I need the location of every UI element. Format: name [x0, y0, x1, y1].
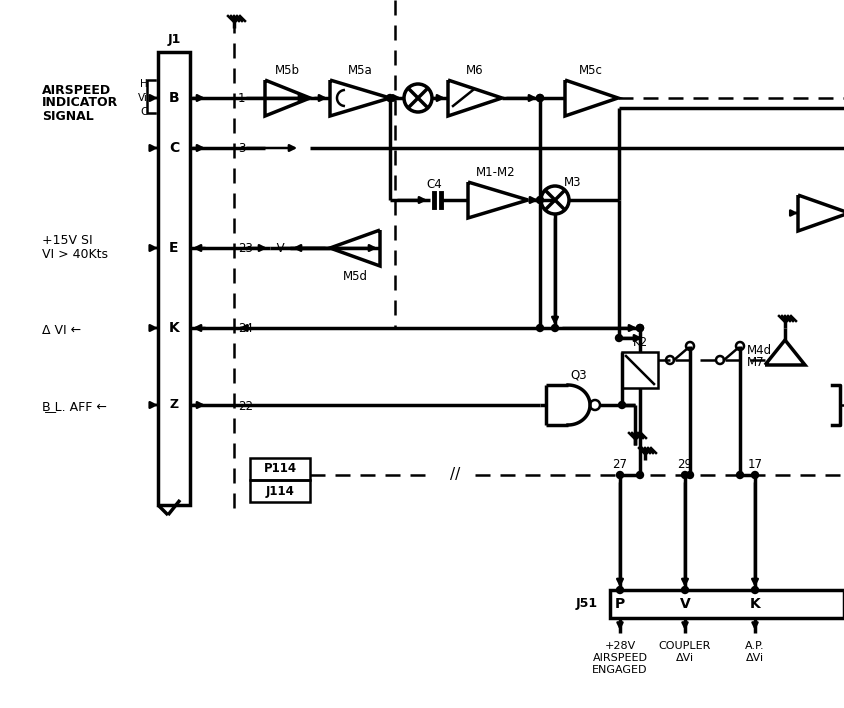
Circle shape: [537, 324, 544, 331]
Text: VI > 40Kts: VI > 40Kts: [42, 249, 108, 261]
Text: J1: J1: [167, 33, 181, 47]
Circle shape: [716, 356, 724, 364]
Bar: [250, 458, 310, 480]
Circle shape: [636, 472, 643, 479]
Text: Z: Z: [170, 399, 179, 411]
Text: AIRSPEED: AIRSPEED: [42, 84, 111, 96]
Text: 22: 22: [238, 399, 253, 413]
Text: 3: 3: [238, 142, 246, 156]
Text: P: P: [615, 597, 625, 611]
Text: 1: 1: [238, 93, 246, 105]
Circle shape: [686, 342, 694, 350]
Text: ΔVi: ΔVi: [676, 653, 694, 663]
Text: A.P.: A.P.: [745, 641, 765, 651]
Text: M1-M2: M1-M2: [476, 166, 516, 178]
Circle shape: [666, 356, 674, 364]
Circle shape: [619, 401, 625, 409]
Text: B: B: [169, 91, 179, 105]
Text: +15V SI: +15V SI: [42, 234, 93, 246]
Text: 24: 24: [238, 323, 253, 336]
Circle shape: [737, 472, 744, 479]
Text: M3: M3: [565, 176, 582, 188]
Text: 27: 27: [613, 459, 627, 472]
Circle shape: [537, 94, 544, 101]
Text: M5c: M5c: [579, 64, 603, 76]
Text: H: H: [140, 79, 148, 89]
Circle shape: [590, 400, 600, 410]
Circle shape: [537, 94, 544, 101]
Text: M6: M6: [466, 64, 484, 76]
Text: V: V: [679, 597, 690, 611]
Text: K: K: [169, 321, 180, 335]
Circle shape: [537, 197, 544, 203]
Text: //: //: [450, 467, 460, 482]
Text: AIRSPEED: AIRSPEED: [592, 653, 647, 663]
Circle shape: [615, 334, 623, 341]
Circle shape: [636, 324, 643, 331]
Text: COUPLER: COUPLER: [659, 641, 711, 651]
Text: Q3: Q3: [571, 368, 587, 382]
Text: J51: J51: [576, 598, 598, 610]
Circle shape: [736, 342, 744, 350]
Text: M5a: M5a: [348, 64, 372, 76]
Text: -V: -V: [273, 241, 285, 254]
Text: B͟ L. AFF ←: B͟ L. AFF ←: [42, 401, 107, 413]
Circle shape: [681, 586, 689, 593]
Circle shape: [551, 324, 559, 331]
Text: INDICATOR: INDICATOR: [42, 96, 118, 110]
Circle shape: [387, 94, 393, 101]
Text: 17: 17: [748, 459, 762, 472]
Text: Δ VI ←: Δ VI ←: [42, 324, 81, 336]
Circle shape: [681, 472, 689, 479]
Text: M5d: M5d: [343, 270, 367, 282]
Text: M7: M7: [747, 357, 765, 370]
Circle shape: [616, 472, 624, 479]
Circle shape: [751, 472, 759, 479]
Text: M4d: M4d: [747, 343, 772, 357]
Circle shape: [616, 586, 624, 593]
Text: Vi: Vi: [138, 93, 148, 103]
Text: P114: P114: [263, 462, 296, 476]
Text: 23: 23: [238, 243, 253, 256]
Circle shape: [751, 586, 759, 593]
Text: 29: 29: [678, 459, 692, 472]
Text: C: C: [169, 141, 179, 155]
Bar: [158, 52, 190, 505]
Bar: [610, 590, 844, 618]
Text: K2: K2: [632, 336, 647, 348]
Text: C: C: [141, 107, 148, 117]
Text: E: E: [170, 241, 179, 255]
Text: J114: J114: [266, 484, 295, 498]
Bar: [622, 352, 658, 388]
Circle shape: [636, 324, 643, 331]
Text: ΔVi: ΔVi: [746, 653, 764, 663]
Text: K: K: [749, 597, 760, 611]
Text: M5b: M5b: [274, 64, 300, 76]
Text: ENGAGED: ENGAGED: [592, 665, 647, 675]
Text: +28V: +28V: [604, 641, 636, 651]
Circle shape: [404, 84, 432, 112]
Circle shape: [541, 186, 569, 214]
Text: C4: C4: [426, 178, 442, 190]
Bar: [250, 480, 310, 502]
Text: SIGNAL: SIGNAL: [42, 110, 94, 122]
Circle shape: [686, 472, 694, 479]
